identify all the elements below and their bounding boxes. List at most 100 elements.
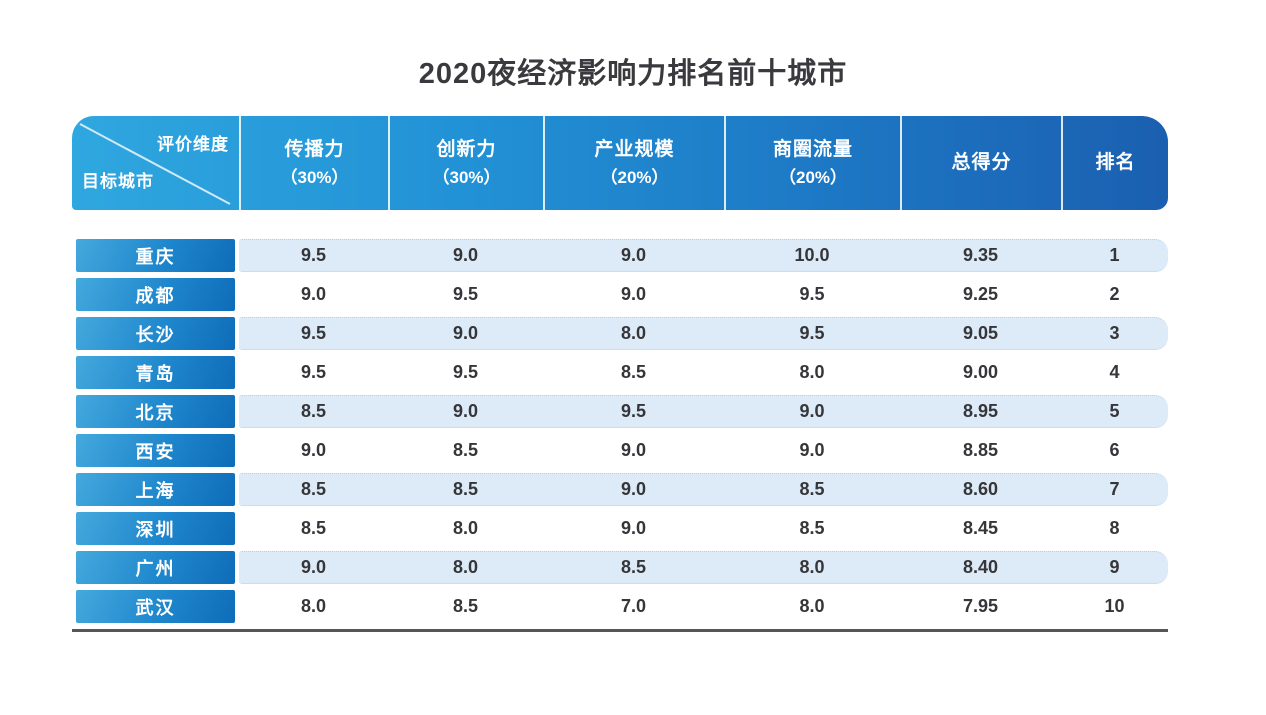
corner-bottom-label: 目标城市 — [82, 171, 154, 191]
row-values-band: 9.0 9.5 9.0 9.5 9.25 2 — [239, 278, 1168, 311]
header-cell-rank: 排名 — [1061, 116, 1168, 210]
row-values-band: 9.0 8.0 8.5 8.0 8.40 9 — [239, 551, 1168, 584]
score-cell: 9.5 — [452, 362, 479, 382]
header-cell-innovation: 创新力 （30%） — [388, 116, 543, 210]
score-cell: 8.5 — [799, 479, 825, 499]
table-row: 深圳 8.5 8.0 9.0 8.5 8.45 8 — [72, 512, 1168, 545]
score-cell: 7.95 — [962, 596, 999, 616]
score-cell: 7.0 — [620, 596, 647, 616]
table-row: 武汉 8.0 8.5 7.0 8.0 7.95 10 — [72, 590, 1168, 623]
score-cell: 8.0 — [452, 557, 479, 577]
score-cell: 9.0 — [799, 440, 825, 460]
city-cell: 重庆 — [76, 239, 235, 272]
city-cell: 长沙 — [76, 317, 235, 350]
score-cell: 8.5 — [799, 518, 825, 538]
score-cell: 9.0 — [620, 245, 647, 265]
score-cell: 9.0 — [620, 479, 647, 499]
score-cell: 9.0 — [452, 323, 479, 343]
city-cell: 深圳 — [76, 512, 235, 545]
table-row: 重庆 9.5 9.0 9.0 10.0 9.35 1 — [72, 239, 1168, 272]
table-header: 评价维度 目标城市 传播力 （30%） 创新力 （30%） 产业规模 （20%）… — [72, 116, 1168, 210]
row-values-band: 8.0 8.5 7.0 8.0 7.95 10 — [239, 590, 1168, 623]
score-cell: 9.05 — [962, 323, 999, 343]
row-values-band: 9.0 8.5 9.0 9.0 8.85 6 — [239, 434, 1168, 467]
city-cell: 上海 — [76, 473, 235, 506]
score-cell: 9.5 — [300, 362, 327, 382]
score-cell: 9.0 — [300, 284, 327, 304]
score-cell: 8.5 — [300, 518, 327, 538]
score-cell: 8.5 — [300, 479, 327, 499]
score-cell: 9.5 — [799, 284, 825, 304]
rank-cell: 9 — [1109, 557, 1120, 577]
header-cell-industry-scale: 产业规模 （20%） — [543, 116, 724, 210]
score-cell: 9.00 — [962, 362, 999, 382]
table-row: 西安 9.0 8.5 9.0 9.0 8.85 6 — [72, 434, 1168, 467]
score-cell: 8.5 — [452, 479, 479, 499]
table-row: 成都 9.0 9.5 9.0 9.5 9.25 2 — [72, 278, 1168, 311]
score-cell: 8.5 — [620, 362, 647, 382]
row-values-band: 9.5 9.0 9.0 10.0 9.35 1 — [239, 239, 1168, 272]
city-cell: 成都 — [76, 278, 235, 311]
city-cell: 武汉 — [76, 590, 235, 623]
city-cell: 北京 — [76, 395, 235, 428]
rank-cell: 7 — [1109, 479, 1120, 499]
rank-cell: 8 — [1109, 518, 1120, 538]
rank-cell: 6 — [1109, 440, 1120, 460]
corner-top-label: 评价维度 — [157, 135, 229, 154]
score-cell: 9.0 — [620, 518, 647, 538]
score-cell: 9.5 — [452, 284, 479, 304]
score-cell: 8.60 — [962, 479, 999, 499]
score-cell: 8.0 — [300, 596, 327, 616]
score-cell: 8.85 — [962, 440, 999, 460]
score-cell: 8.0 — [452, 518, 479, 538]
score-cell: 8.45 — [962, 518, 999, 538]
row-values-band: 9.5 9.0 8.0 9.5 9.05 3 — [239, 317, 1168, 350]
row-values-band: 8.5 8.0 9.0 8.5 8.45 8 — [239, 512, 1168, 545]
header-cell-total-score: 总得分 — [900, 116, 1061, 210]
header-cell-spread: 传播力 （30%） — [239, 116, 388, 210]
header-cell-district-traffic: 商圈流量 （20%） — [724, 116, 900, 210]
table-row: 上海 8.5 8.5 9.0 8.5 8.60 7 — [72, 473, 1168, 506]
score-cell: 9.5 — [799, 323, 825, 343]
corner-diagonal-line — [79, 123, 231, 205]
table-row: 青岛 9.5 9.5 8.5 8.0 9.00 4 — [72, 356, 1168, 389]
score-cell: 9.0 — [620, 440, 647, 460]
rank-cell: 2 — [1109, 284, 1120, 304]
page-title: 2020夜经济影响力排名前十城市 — [418, 58, 848, 90]
score-cell: 9.0 — [620, 284, 647, 304]
score-cell: 9.0 — [452, 245, 479, 265]
score-cell: 10.0 — [794, 245, 830, 265]
score-cell: 9.5 — [300, 245, 327, 265]
score-cell: 8.5 — [620, 557, 647, 577]
score-cell: 9.0 — [799, 401, 825, 421]
score-cell: 8.0 — [799, 362, 825, 382]
city-cell: 广州 — [76, 551, 235, 584]
rank-cell: 5 — [1109, 401, 1120, 421]
score-cell: 8.0 — [799, 557, 825, 577]
table-row: 长沙 9.5 9.0 8.0 9.5 9.05 3 — [72, 317, 1168, 350]
table-row: 北京 8.5 9.0 9.5 9.0 8.95 5 — [72, 395, 1168, 428]
rank-cell: 3 — [1109, 323, 1120, 343]
score-cell: 8.5 — [452, 440, 479, 460]
score-cell: 8.0 — [799, 596, 825, 616]
score-cell: 8.0 — [620, 323, 647, 343]
city-cell: 青岛 — [76, 356, 235, 389]
city-cell: 西安 — [76, 434, 235, 467]
score-cell: 8.5 — [452, 596, 479, 616]
row-values-band: 8.5 9.0 9.5 9.0 8.95 5 — [239, 395, 1168, 428]
table-row: 广州 9.0 8.0 8.5 8.0 8.40 9 — [72, 551, 1168, 584]
table-body: 重庆 9.5 9.0 9.0 10.0 9.35 1 成都 9.0 9.5 9.0 9.5 9.2… — [72, 239, 1168, 632]
corner-cell: 评价维度 目标城市 — [72, 116, 239, 210]
score-cell: 9.25 — [962, 284, 999, 304]
score-cell: 9.0 — [300, 557, 327, 577]
row-values-band: 9.5 9.5 8.5 8.0 9.00 4 — [239, 356, 1168, 389]
score-cell: 8.5 — [300, 401, 327, 421]
score-cell: 9.5 — [620, 401, 647, 421]
row-values-band: 8.5 8.5 9.0 8.5 8.60 7 — [239, 473, 1168, 506]
score-cell: 8.95 — [962, 401, 999, 421]
score-cell: 9.35 — [962, 245, 999, 265]
score-cell: 9.5 — [300, 323, 327, 343]
score-cell: 9.0 — [452, 401, 479, 421]
score-cell: 9.0 — [300, 440, 327, 460]
